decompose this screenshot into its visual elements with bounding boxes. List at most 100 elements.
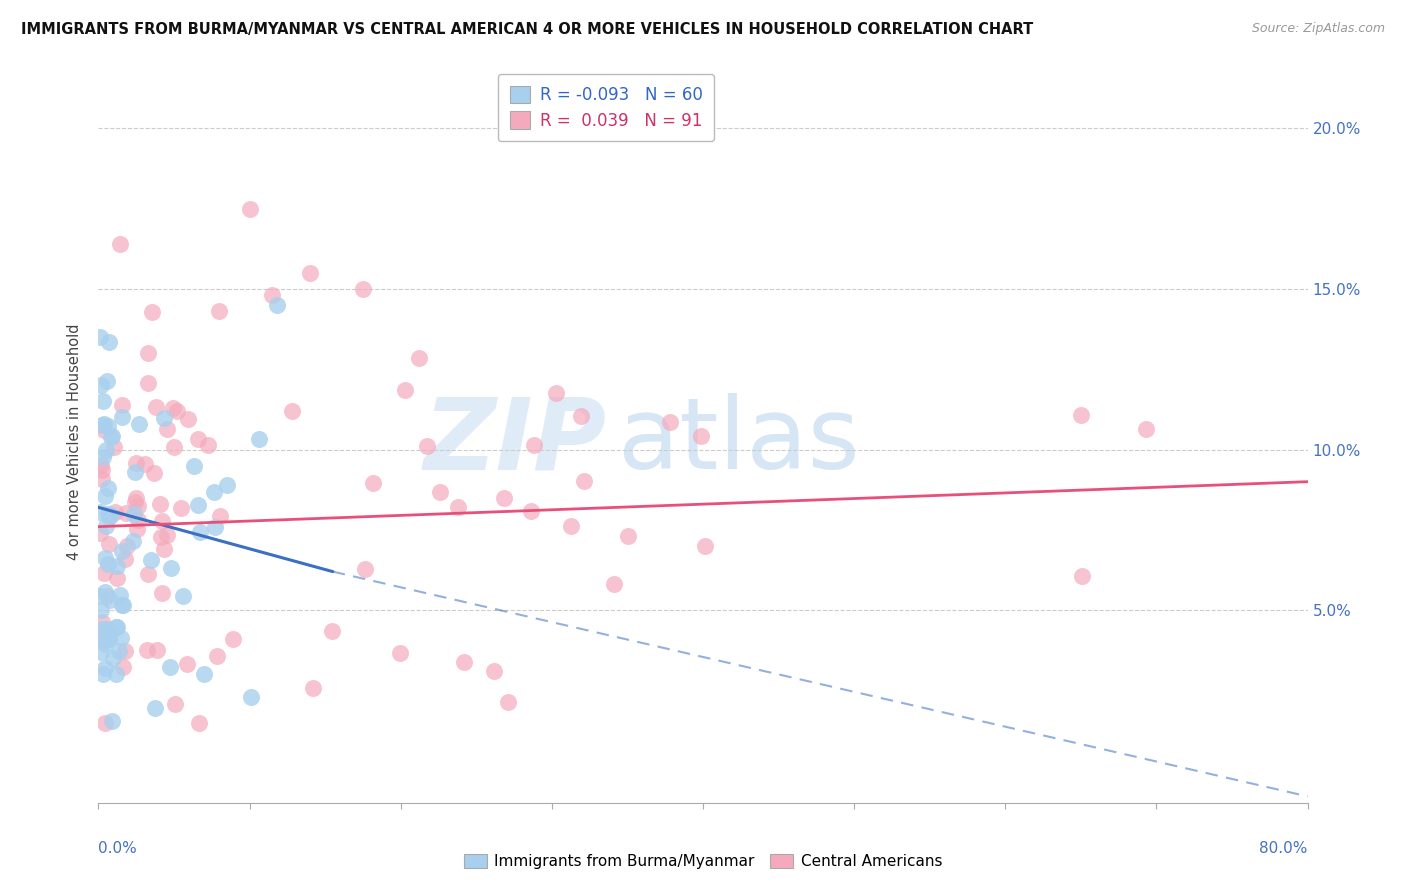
Point: [453, 655, 475, 669]
Point: [96, 589, 118, 603]
Point: [136, 566, 159, 581]
Text: 0.0%: 0.0%: [98, 841, 138, 856]
Point: [111, 409, 134, 424]
Point: [97, 624, 120, 638]
Point: [492, 491, 515, 506]
Point: [136, 643, 159, 657]
Y-axis label: 4 or more Vehicles in Household: 4 or more Vehicles in Household: [67, 323, 83, 560]
Point: [90, 622, 112, 636]
Point: [105, 571, 128, 585]
Point: [111, 598, 134, 612]
Point: [207, 649, 229, 664]
Point: [239, 202, 262, 216]
Point: [110, 398, 132, 412]
Point: [90, 645, 112, 659]
Point: [101, 651, 124, 665]
Point: [159, 660, 181, 674]
Point: [93, 417, 115, 431]
Point: [114, 551, 136, 566]
Point: [96, 622, 118, 636]
Point: [139, 553, 162, 567]
Point: [176, 657, 198, 671]
Point: [281, 404, 304, 418]
Point: [617, 529, 640, 543]
Point: [321, 624, 343, 638]
Point: [108, 588, 131, 602]
Point: [124, 465, 146, 479]
Point: [112, 660, 135, 674]
Point: [97, 509, 120, 524]
Point: [162, 401, 184, 416]
Point: [299, 266, 322, 280]
Point: [523, 437, 546, 451]
Point: [150, 514, 173, 528]
Point: [183, 458, 205, 473]
Point: [111, 598, 134, 612]
Point: [94, 584, 117, 599]
Text: Source: ZipAtlas.com: Source: ZipAtlas.com: [1251, 22, 1385, 36]
Point: [156, 528, 179, 542]
Point: [176, 411, 198, 425]
Point: [89, 526, 111, 541]
Legend: Immigrants from Burma/Myanmar, Central Americans: Immigrants from Burma/Myanmar, Central A…: [458, 847, 948, 875]
Point: [389, 646, 412, 660]
Point: [187, 498, 209, 512]
Point: [91, 667, 114, 681]
Point: [127, 522, 149, 536]
Point: [111, 543, 134, 558]
Point: [91, 450, 114, 465]
Point: [187, 715, 209, 730]
Point: [163, 697, 186, 711]
Point: [114, 644, 136, 658]
Point: [136, 376, 159, 391]
Point: [166, 404, 188, 418]
Point: [239, 690, 262, 705]
Point: [91, 418, 114, 433]
Point: [202, 484, 225, 499]
Point: [569, 409, 592, 423]
Point: [91, 472, 114, 486]
Point: [90, 458, 112, 472]
Point: [93, 566, 115, 580]
Point: [104, 667, 127, 681]
Point: [215, 477, 238, 491]
Point: [394, 383, 416, 397]
Point: [143, 466, 166, 480]
Point: [659, 415, 682, 429]
Point: [121, 534, 143, 549]
Point: [89, 330, 111, 344]
Point: [94, 637, 117, 651]
Point: [91, 394, 114, 409]
Point: [94, 628, 117, 642]
Point: [141, 305, 163, 319]
Point: [572, 474, 595, 488]
Point: [209, 508, 232, 523]
Point: [150, 530, 173, 544]
Point: [89, 505, 111, 519]
Point: [97, 537, 120, 551]
Point: [187, 432, 209, 446]
Point: [193, 667, 215, 681]
Point: [93, 551, 115, 566]
Point: [150, 586, 173, 600]
Point: [163, 440, 186, 454]
Point: [93, 661, 115, 675]
Point: [146, 642, 169, 657]
Point: [108, 643, 131, 657]
Point: [97, 507, 120, 521]
Point: [188, 524, 211, 539]
Point: [104, 505, 127, 519]
Point: [153, 411, 176, 425]
Point: [103, 440, 125, 454]
Point: [447, 500, 470, 515]
Point: [122, 507, 145, 521]
Point: [101, 429, 124, 443]
Point: [124, 495, 146, 509]
Point: [93, 715, 115, 730]
Point: [91, 615, 114, 629]
Point: [125, 457, 148, 471]
Point: [91, 632, 114, 647]
Point: [149, 497, 172, 511]
Point: [208, 304, 231, 318]
Point: [128, 417, 150, 431]
